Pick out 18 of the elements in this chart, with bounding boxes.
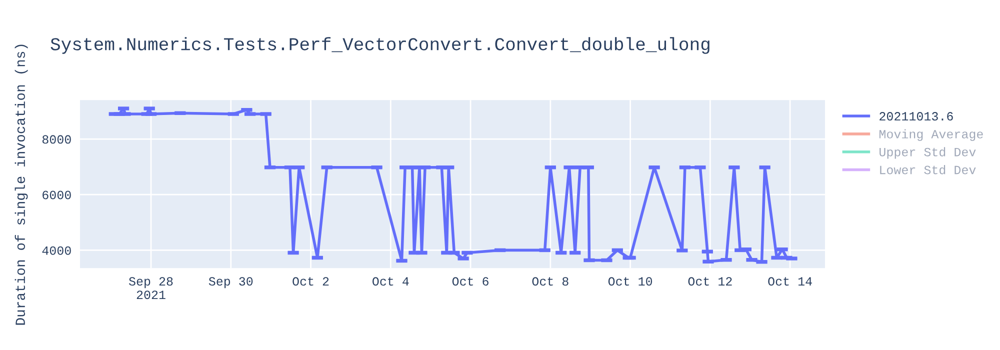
x-tick-label: Oct 4 [372,277,409,286]
x-tick-label: Sep 28 2021 [128,277,173,300]
legend-label: Moving Average [879,129,983,141]
chart-title: System.Numerics.Tests.Perf_VectorConvert.Convert_double_ulong [50,37,710,54]
x-tick-label: Oct 14 [768,277,812,286]
x-tick-label: Oct 2 [292,277,329,286]
x-tick-label: Oct 8 [532,277,568,286]
legend-label: 20211013.6 [880,112,953,121]
x-tick-label: Sep 30 [208,277,253,288]
y-axis-title: Duration of single invocation (ns) [14,44,28,325]
x-tick-label: Oct 6 [452,277,488,286]
x-tick-label: Oct 12 [688,277,732,286]
y-tick-label: 6000 [42,190,71,200]
legend-label: Lower Std Dev [880,165,976,174]
y-tick-label: 8000 [42,135,71,144]
y-tick-label: 4000 [42,246,71,255]
x-tick-label: Oct 10 [608,277,652,286]
legend-label: Upper Std Dev [880,147,976,159]
